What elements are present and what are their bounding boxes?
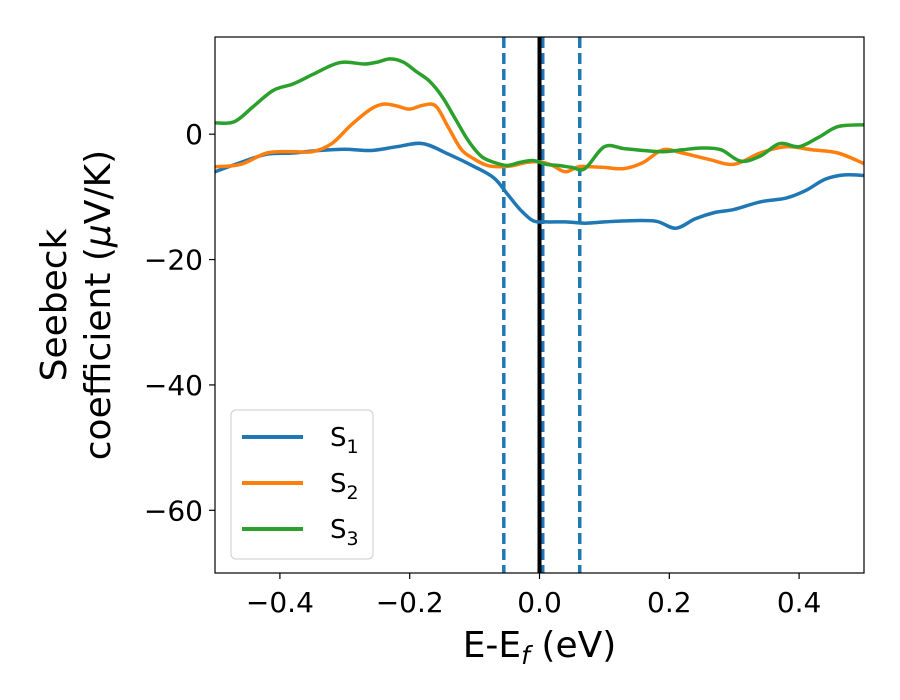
legend-label-s1: S1	[330, 423, 359, 458]
y-tick-label: 0	[185, 118, 203, 151]
y-tick-label: −60	[144, 494, 203, 527]
svg-text:Seebeck: Seebeck	[34, 228, 75, 381]
x-tick-label: −0.4	[246, 586, 314, 619]
x-tick-label: −0.2	[376, 586, 444, 619]
svg-text:coefficient (μV/K): coefficient (μV/K)	[78, 150, 119, 460]
series-lines	[215, 57, 864, 230]
legend-label-s2: S2	[330, 469, 359, 504]
legend-label-s3: S3	[330, 515, 359, 550]
y-axis-ticks: 0 −20 −40 −60	[144, 118, 215, 527]
series-line-s3	[215, 57, 864, 172]
x-axis-label: E-Ef (eV)	[463, 625, 617, 670]
x-tick-label: 0.4	[777, 586, 822, 619]
y-tick-label: −40	[144, 369, 203, 402]
x-tick-label: 0.0	[517, 586, 562, 619]
y-axis-label: Seebeck coefficient (μV/K)	[34, 150, 119, 460]
series-line-s1	[215, 141, 864, 230]
reference-lines	[502, 37, 582, 573]
x-axis-ticks: −0.4 −0.2 0.0 0.2 0.4	[246, 573, 821, 619]
x-tick-label: 0.2	[647, 586, 692, 619]
y-tick-label: −20	[144, 244, 203, 277]
legend: S1 S2 S3	[230, 409, 374, 560]
